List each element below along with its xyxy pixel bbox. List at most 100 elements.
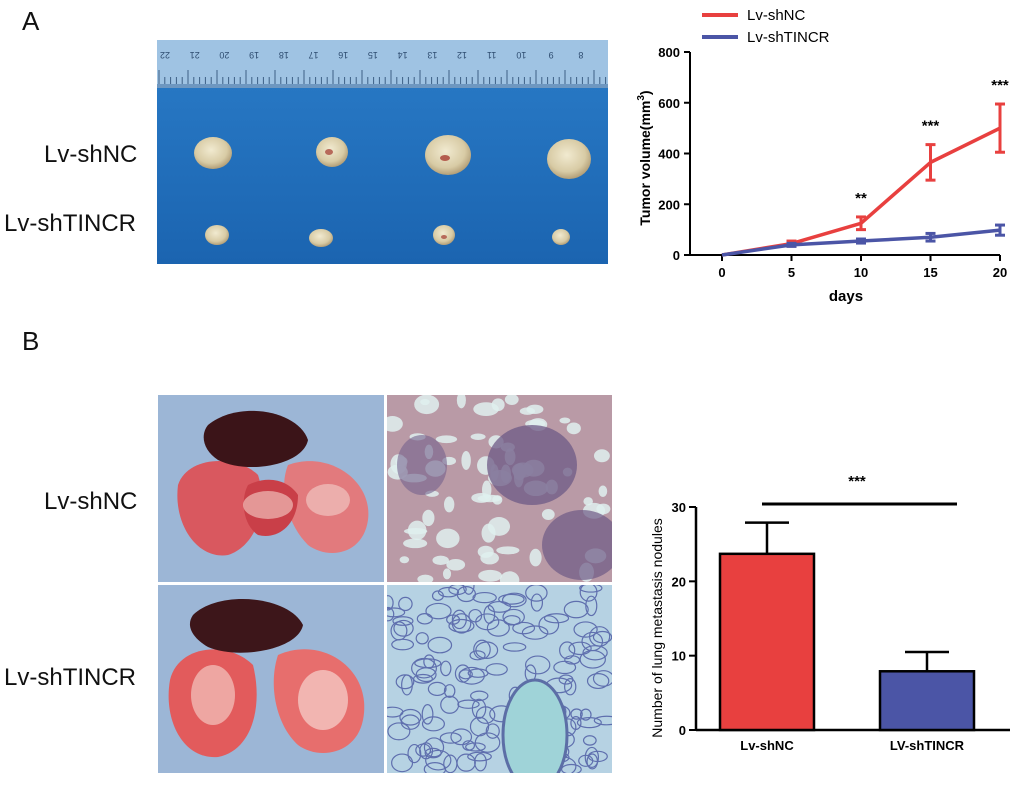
- ruler-edge: [157, 84, 608, 88]
- alveolus: [387, 415, 403, 432]
- line-series: [721, 102, 1005, 257]
- alveolus-wall: [423, 737, 445, 758]
- alveolus-wall: [579, 708, 592, 721]
- alveolus-wall: [592, 670, 612, 687]
- alveolus-wall: [425, 602, 452, 620]
- panel-letter-a: A: [22, 6, 40, 36]
- line-x-tick-label: 0: [718, 265, 725, 280]
- line-x-tick-label: 5: [788, 265, 795, 280]
- lung-photo-shnc: [158, 395, 384, 582]
- alveolus-wall: [524, 655, 551, 675]
- ruler-label: 17: [308, 50, 318, 60]
- alveolus-wall: [451, 609, 467, 630]
- alveolus-wall: [485, 723, 500, 739]
- line-x-tick-label: 15: [923, 265, 937, 280]
- bar-y-tick-label: 0: [679, 723, 686, 738]
- alveolus-wall: [586, 673, 610, 690]
- alveolus-wall: [501, 592, 527, 608]
- line-legend: Lv-shNC Lv-shTINCR: [702, 7, 830, 46]
- tumor-volume-chart: Lv-shNC Lv-shTINCR 0 200 400 600 800 0 5 10 15 20 …: [630, 0, 1020, 320]
- ruler-label: 15: [368, 50, 378, 60]
- alveolus-wall: [530, 593, 544, 612]
- tumor-shnc-4: [547, 139, 591, 179]
- ruler-label: 10: [516, 50, 526, 60]
- tumor-shtincr-2: [309, 229, 333, 247]
- alveolus-wall: [427, 636, 453, 654]
- alveolus-wall: [457, 699, 480, 709]
- alveolus-wall: [593, 715, 612, 726]
- metastasis-nodule: [487, 425, 577, 505]
- alveolus: [435, 435, 458, 444]
- alveolus-wall: [570, 708, 583, 720]
- ruler-minor-ticks: [158, 70, 607, 84]
- alveolus-wall: [425, 749, 452, 771]
- ruler-label: 8: [578, 50, 583, 60]
- alveolus: [499, 571, 520, 582]
- alveolus: [436, 528, 460, 549]
- significance-label: ***: [848, 473, 866, 490]
- alveolus-wall: [559, 641, 576, 660]
- alveolus: [443, 496, 455, 513]
- tumor-shtincr-1: [205, 225, 229, 245]
- significance-label: ***: [991, 77, 1009, 94]
- tumor-shnc-3: [425, 135, 471, 175]
- alveolus: [461, 450, 471, 470]
- photo-b-label-shnc: Lv-shNC: [44, 488, 138, 515]
- ruler-label: 12: [457, 50, 467, 60]
- alveolus-wall: [451, 613, 472, 634]
- lung-photo-shtincr-svg: [158, 585, 384, 773]
- alveolus-wall: [398, 596, 413, 612]
- alveolus-wall: [585, 595, 598, 617]
- line-y-axis-label: Tumor volume(mm3): [636, 90, 653, 225]
- alveolus-wall: [392, 616, 414, 626]
- line-y-tick-label: 800: [658, 45, 680, 60]
- alveolus-wall: [564, 677, 577, 696]
- alveolus-wall: [584, 746, 600, 768]
- alveolus-wall: [579, 585, 603, 593]
- line-axes: 0 200 400 600 800 0 5 10 15 20: [658, 45, 1007, 280]
- ruler-label: 14: [398, 50, 408, 60]
- alveolus-wall: [387, 606, 395, 622]
- alveolus-wall: [427, 681, 447, 697]
- photo-b-label-shtincr: Lv-shTINCR: [4, 664, 137, 691]
- alveolus-wall: [576, 717, 602, 729]
- alveolus: [456, 395, 466, 409]
- tumor-shtincr-4: [552, 229, 570, 245]
- alveolus-wall: [421, 716, 445, 732]
- line-x-tick-label: 10: [854, 265, 868, 280]
- alveolus: [403, 538, 428, 549]
- alveolus-wall: [424, 747, 442, 759]
- alveolus-wall: [440, 695, 460, 714]
- line-x-axis-label: days: [829, 288, 863, 305]
- alveolus-wall: [573, 621, 598, 638]
- alveolus-wall: [421, 704, 434, 725]
- alveolus-wall: [450, 728, 473, 746]
- alveolus: [407, 520, 427, 541]
- tumor-photo: 22 21 20 19 18 17 16 15 14 13 12 11 10 9 8: [157, 40, 608, 264]
- alveolus-wall: [570, 716, 582, 731]
- alveolus-wall: [563, 600, 589, 619]
- alveolus-wall: [391, 638, 415, 651]
- ruler-label: 22: [160, 50, 170, 60]
- alveolus-wall: [538, 615, 560, 635]
- alveolus: [399, 556, 410, 564]
- alveolus-wall: [470, 690, 489, 702]
- alveolus-wall: [462, 585, 475, 595]
- alveolus-wall: [415, 632, 429, 645]
- alveolus: [593, 449, 610, 463]
- alveolus-wall: [582, 645, 608, 661]
- ruler-label: 21: [190, 50, 200, 60]
- alveolus: [487, 517, 511, 536]
- histology-shnc-svg: [387, 395, 612, 582]
- alveolus: [598, 485, 608, 497]
- alveolus-wall: [448, 618, 475, 633]
- alveolus-wall: [431, 590, 444, 601]
- alveolus-wall: [564, 655, 581, 665]
- tumor-photo-svg: 22 21 20 19 18 17 16 15 14 13 12 11 10 9 8: [157, 40, 608, 264]
- alveolus-wall: [579, 585, 598, 602]
- alveolus-wall: [471, 698, 487, 719]
- alveolus: [470, 433, 486, 440]
- alveolus-wall: [437, 586, 460, 598]
- alveolus-wall: [387, 706, 404, 718]
- alveolus: [446, 558, 466, 571]
